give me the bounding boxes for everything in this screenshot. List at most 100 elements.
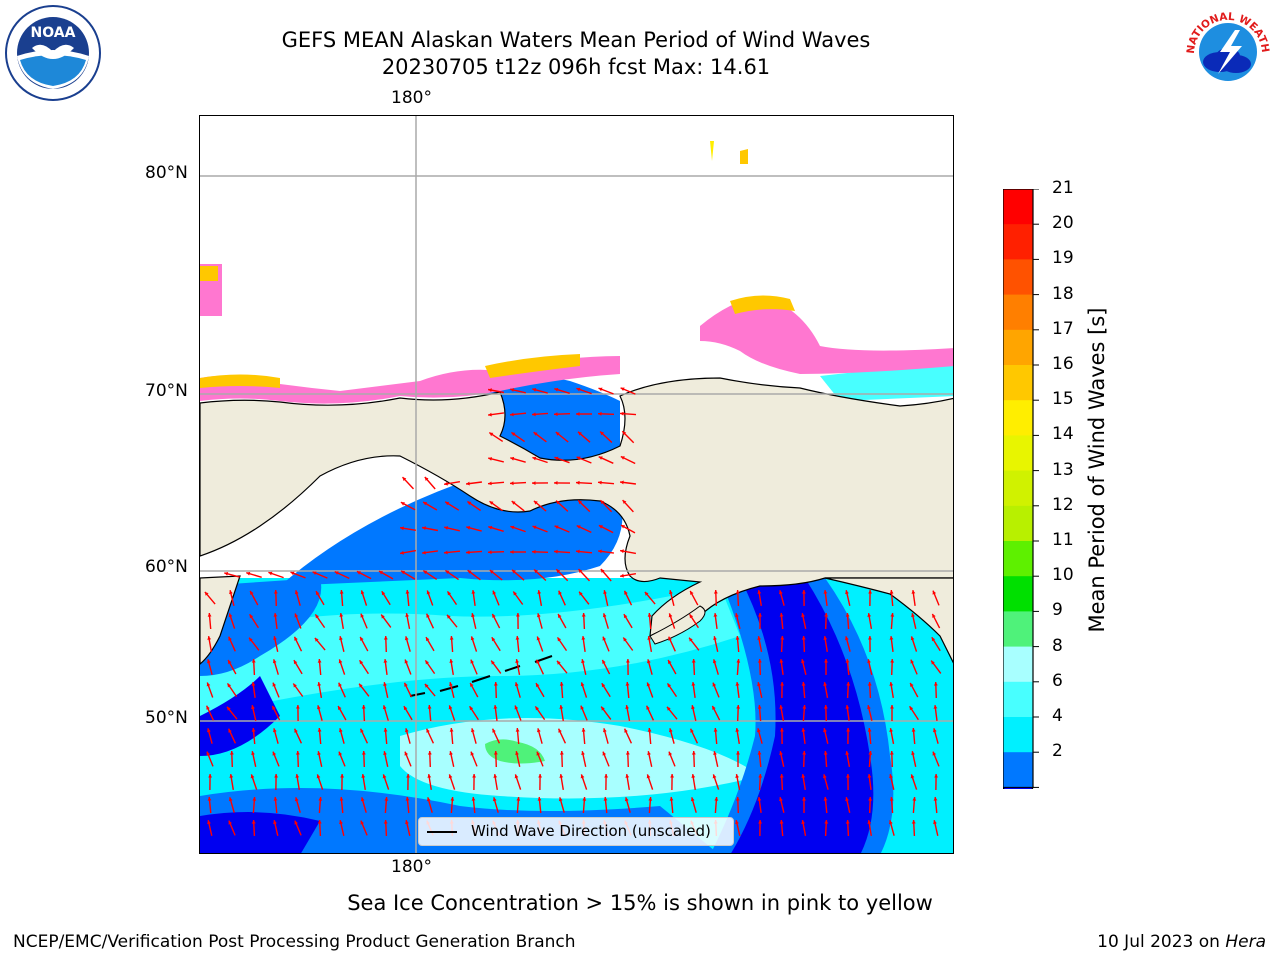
wind-wave-arrow-head — [207, 613, 212, 617]
wind-wave-arrow-head — [360, 613, 364, 618]
wind-wave-arrow-head — [470, 751, 475, 756]
colorbar-tick-label: 2 — [1052, 741, 1063, 762]
wind-wave-arrow-head — [488, 388, 492, 392]
wind-wave-arrow-head — [823, 705, 828, 709]
wind-wave-arrow-head — [823, 636, 828, 640]
wind-wave-arrow-head — [532, 481, 536, 485]
wind-wave-arrow-head — [426, 613, 430, 618]
wind-wave-arrow-head — [466, 550, 470, 555]
wind-wave-arrow-head — [603, 590, 607, 594]
wind-wave-arrow-head — [339, 613, 344, 617]
wind-wave-arrow-head — [511, 432, 516, 436]
wind-wave-arrow-head — [933, 820, 937, 825]
wind-wave-arrow-head — [554, 412, 558, 417]
wind-wave-arrow-head — [251, 751, 255, 755]
wind-wave-arrow-head — [712, 659, 717, 664]
wind-wave-arrow-head — [427, 705, 432, 709]
wind-wave-arrow-head — [383, 682, 387, 686]
colorbar-tick-label: 20 — [1052, 213, 1074, 234]
wind-wave-arrow-head — [669, 728, 673, 733]
colorbar-swatch — [1003, 611, 1033, 648]
wind-wave-arrow-head — [295, 751, 300, 755]
wind-wave-arrow-head — [556, 569, 561, 574]
wind-wave-arrow-head — [802, 797, 806, 801]
colorbar-tick-label: 17 — [1052, 318, 1074, 339]
wind-wave-arrow-head — [471, 613, 475, 618]
wind-wave-arrow-head — [713, 590, 718, 594]
wind-wave-arrow-head — [317, 751, 321, 755]
wind-wave-arrow-head — [845, 636, 849, 641]
wind-wave-arrow-head — [294, 820, 298, 825]
wind-wave-arrow-head — [360, 820, 364, 825]
wind-wave-arrow-head — [318, 797, 323, 801]
wind-wave-arrow-head — [537, 590, 542, 594]
wind-wave-arrow-head — [488, 481, 492, 486]
wind-wave-arrow-head — [383, 751, 387, 755]
wind-wave-arrow-head — [534, 569, 538, 574]
wind-wave-arrow-head — [339, 797, 344, 801]
wind-wave-arrow-head — [668, 636, 672, 641]
wind-wave-arrow-head — [557, 660, 561, 665]
wind-wave-arrow-head — [554, 387, 559, 392]
wind-wave-arrow-head — [933, 705, 938, 709]
wind-wave-arrow-head — [669, 797, 674, 801]
grid-lines — [200, 116, 953, 853]
wind-wave-arrow-head — [493, 705, 498, 709]
wind-wave-arrow-head — [405, 728, 409, 733]
wind-wave-arrow-head — [290, 571, 295, 576]
wind-wave-arrow-head — [868, 751, 873, 755]
colorbar-swatch — [1003, 329, 1033, 366]
wind-wave-arrow-head — [598, 387, 603, 392]
wind-wave-arrow-head — [426, 797, 431, 802]
wind-wave-arrow-head — [623, 637, 627, 642]
noaa-logo-text: NOAA — [31, 25, 76, 41]
wind-wave-arrow-head — [576, 456, 581, 461]
wind-wave-arrow-head — [581, 613, 586, 617]
wind-wave-arrow-head — [933, 728, 937, 733]
wind-wave-arrows — [204, 387, 942, 837]
wind-wave-arrow-head — [273, 636, 277, 640]
wind-wave-arrow-head — [558, 614, 562, 618]
wind-wave-arrow-head — [576, 412, 580, 416]
wind-wave-arrow-head — [424, 477, 429, 481]
wind-wave-arrow-head — [779, 774, 784, 778]
wind-wave-arrow-head — [757, 590, 762, 594]
wind-wave-arrow-head — [224, 572, 229, 576]
wind-wave-arrow-head — [648, 797, 653, 801]
wind-wave-arrow-head — [510, 412, 514, 417]
wind-wave-arrow-head — [554, 456, 559, 461]
wind-wave-arrow-head — [251, 659, 256, 663]
wave-band-green — [485, 739, 545, 764]
map-subtitle: 20230705 t12z 096h fcst Max: 14.61 — [381, 55, 771, 79]
wind-wave-arrow-head — [536, 683, 540, 688]
wind-wave-arrow-head — [889, 797, 894, 801]
colorbar-tick-label: 19 — [1052, 248, 1074, 269]
wind-wave-arrow-head — [757, 797, 762, 801]
wind-wave-arrow-head — [558, 797, 563, 802]
wind-wave-arrow-head — [316, 591, 320, 596]
wind-wave-arrow-head — [268, 571, 273, 576]
colorbar-tick-label: 16 — [1052, 354, 1074, 374]
wind-wave-arrow-head — [647, 613, 652, 617]
wind-wave-arrow-head — [647, 728, 652, 732]
wind-wave-arrow-head — [272, 659, 277, 664]
wind-wave-arrow-head — [403, 706, 408, 711]
map-title: GEFS MEAN Alaskan Waters Mean Period of … — [281, 28, 871, 52]
wind-wave-arrow-head — [339, 636, 343, 641]
wind-wave-arrow-head — [600, 431, 604, 436]
wind-wave-arrow-head — [533, 500, 538, 505]
wind-wave-arrow-head — [510, 388, 515, 392]
wind-wave-arrow-head — [910, 636, 915, 641]
wind-wave-arrow-head — [603, 728, 607, 733]
aleutian-islands — [409, 655, 553, 697]
wind-wave-arrow-head — [758, 613, 762, 617]
wind-wave-arrow-head — [510, 481, 514, 486]
wind-wave-arrow-head — [383, 636, 388, 640]
wind-wave-arrow-head — [712, 705, 716, 710]
wind-wave-arrow-head — [228, 613, 233, 618]
wind-wave-arrow-head — [273, 613, 278, 617]
wind-wave-arrow-head — [823, 682, 827, 686]
colorbar-extend-arrow — [1002, 786, 1034, 817]
wind-wave-arrow-head — [598, 456, 603, 460]
wind-wave-arrow-head — [889, 728, 893, 732]
